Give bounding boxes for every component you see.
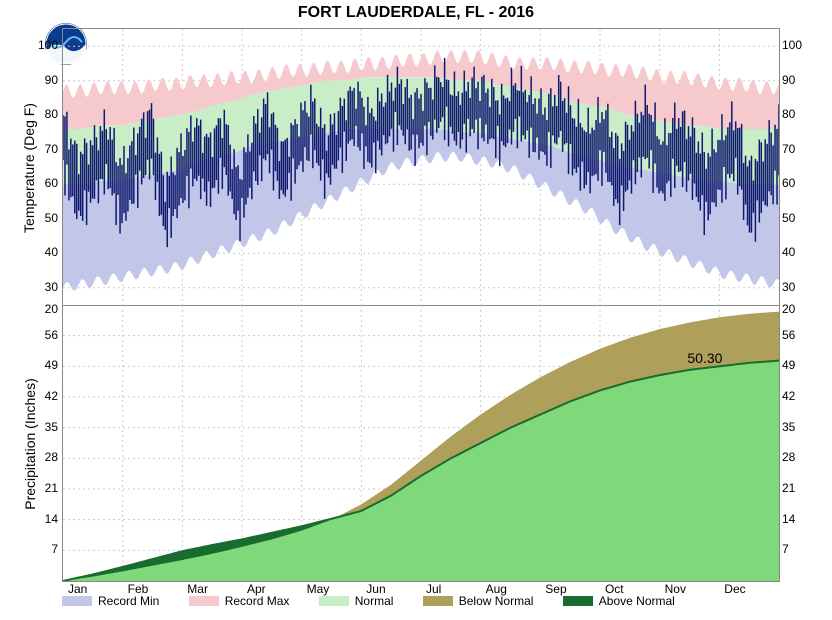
legend-swatch [563, 596, 593, 606]
temp-ytick: 50 [45, 211, 58, 225]
temp-ytick: 40 [45, 245, 58, 259]
temp-chart-svg [63, 29, 779, 305]
precip-ytick: 14 [782, 512, 795, 526]
precip-ytick: 28 [45, 450, 58, 464]
climate-chart: FORT LAUDERDALE, FL - 2016 Temperature (… [0, 0, 832, 620]
precip-ytick: 56 [45, 328, 58, 342]
temp-ytick: 100 [38, 38, 58, 52]
precip-ytick: 21 [782, 481, 795, 495]
temp-ytick: 80 [45, 107, 58, 121]
precip-ytick: 49 [45, 358, 58, 372]
temp-ytick: 90 [782, 73, 795, 87]
temp-ytick: 70 [45, 142, 58, 156]
temperature-panel [63, 29, 779, 306]
precip-top-tick: 20 [45, 302, 58, 316]
precip-top-tick: 20 [782, 302, 795, 316]
legend-label: Record Min [98, 594, 159, 608]
temp-ytick: 90 [45, 73, 58, 87]
precipitation-panel: 50.30 [63, 305, 779, 581]
temp-ytick: 80 [782, 107, 795, 121]
legend-label: Above Normal [599, 594, 675, 608]
temp-ytick: 30 [45, 280, 58, 294]
temp-ytick: 30 [782, 280, 795, 294]
precip-final-value: 50.30 [687, 350, 722, 366]
precip-ytick: 14 [45, 512, 58, 526]
legend-swatch [423, 596, 453, 606]
precip-ytick: 7 [51, 542, 58, 556]
precip-ytick: 35 [782, 420, 795, 434]
legend-label: Record Max [225, 594, 290, 608]
chart-title: FORT LAUDERDALE, FL - 2016 [0, 4, 832, 22]
precip-ytick: 42 [782, 389, 795, 403]
legend-item-record-max: Record Max [189, 594, 290, 608]
temp-ytick: 100 [782, 38, 802, 52]
temp-ytick: 70 [782, 142, 795, 156]
precip-ytick: 42 [45, 389, 58, 403]
legend-swatch [189, 596, 219, 606]
precip-y-label: Precipitation (Inches) [22, 378, 38, 510]
legend-swatch [62, 596, 92, 606]
legend-item-above-normal: Above Normal [563, 594, 675, 608]
temp-ytick: 40 [782, 245, 795, 259]
temp-y-label: Temperature (Deg F) [21, 103, 37, 233]
temp-ytick: 60 [782, 176, 795, 190]
precip-ytick: 21 [45, 481, 58, 495]
precip-ytick: 28 [782, 450, 795, 464]
precip-ytick: 7 [782, 542, 789, 556]
temp-ytick: 60 [45, 176, 58, 190]
temp-ytick: 50 [782, 211, 795, 225]
legend-item-below-normal: Below Normal [423, 594, 534, 608]
legend-label: Normal [355, 594, 394, 608]
legend-label: Below Normal [459, 594, 534, 608]
legend-swatch [319, 596, 349, 606]
plot-area: 50.30 [62, 28, 780, 582]
precip-ytick: 49 [782, 358, 795, 372]
legend-item-normal: Normal [319, 594, 394, 608]
precip-ytick: 56 [782, 328, 795, 342]
legend: Record Min Record Max Normal Below Norma… [62, 594, 778, 616]
precip-ytick: 35 [45, 420, 58, 434]
precip-chart-svg [63, 305, 779, 581]
legend-item-record-min: Record Min [62, 594, 159, 608]
